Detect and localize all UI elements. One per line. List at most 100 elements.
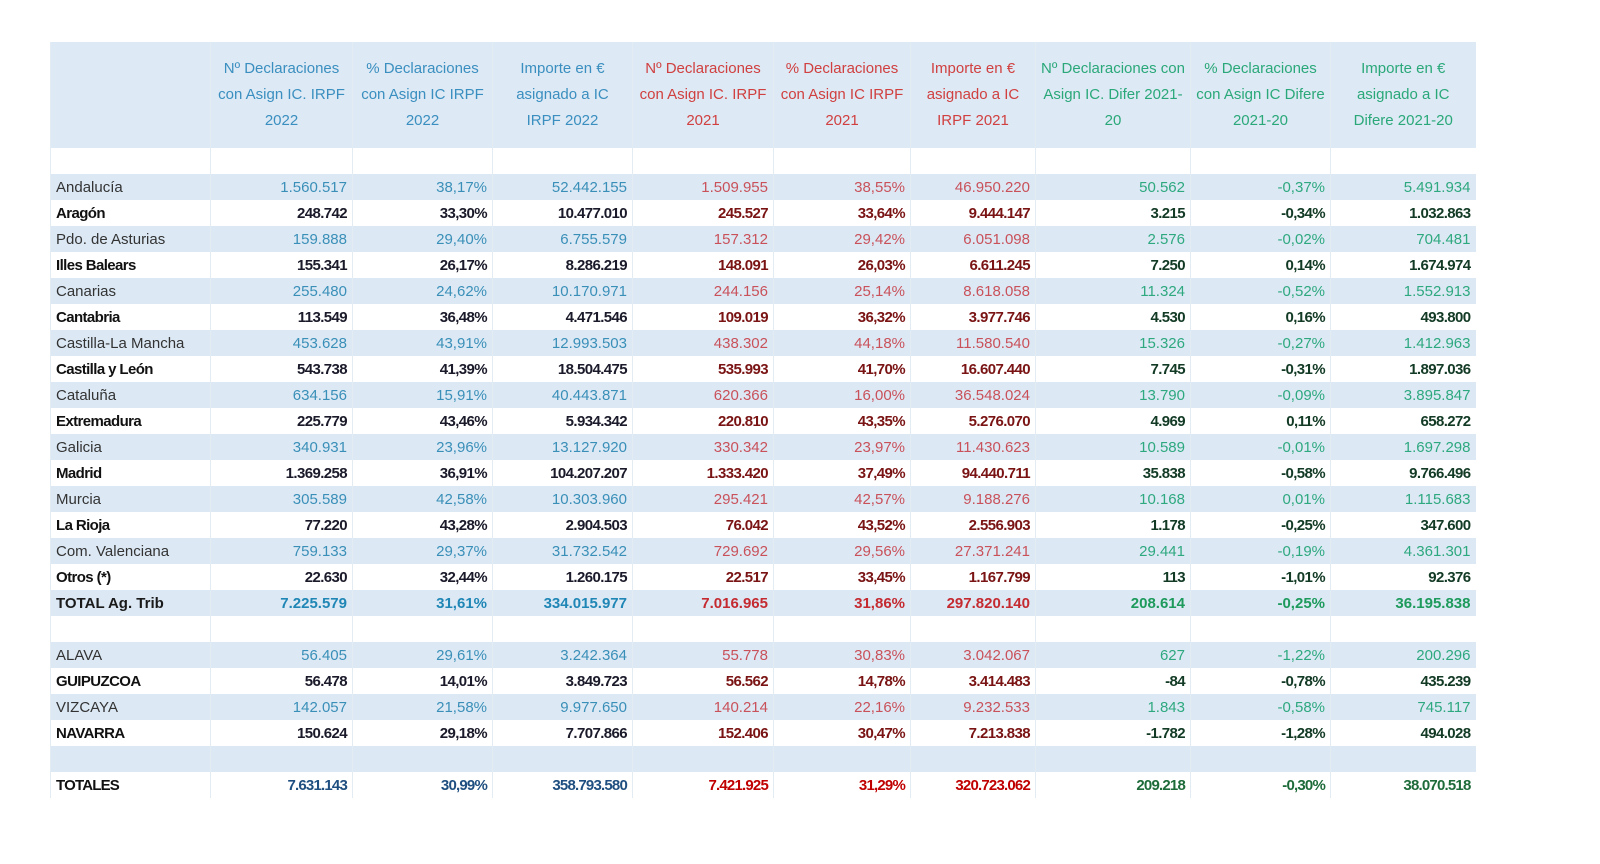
column-header: Nº Declaraciones con Asign IC. IRPF 2021 [632, 42, 774, 148]
table-cell: 200.296 [1330, 642, 1476, 668]
table-cell: 3.215 [1035, 200, 1191, 226]
table-cell: 5.491.934 [1330, 174, 1476, 200]
total-row: TOTAL Ag. Trib 7.225.579 31,61% 334.015.977… [50, 590, 1476, 616]
table-cell: 41,39% [352, 356, 493, 382]
table-cell: 330.342 [632, 434, 774, 460]
table-cell: 11.430.623 [910, 434, 1036, 460]
table-cell [773, 616, 911, 642]
table-cell: 438.302 [632, 330, 774, 356]
table-cell: 0,14% [1190, 252, 1331, 278]
table-cell: 493.800 [1330, 304, 1476, 330]
table-cell [492, 616, 633, 642]
table-cell: 26,17% [352, 252, 493, 278]
table-cell: 347.600 [1330, 512, 1476, 538]
table-cell: 244.156 [632, 278, 774, 304]
spacer-row [50, 616, 1476, 642]
table-cell: 142.057 [210, 694, 353, 720]
spacer-row [50, 746, 1476, 772]
table-cell: 295.421 [632, 486, 774, 512]
table-cell: 225.779 [210, 408, 353, 434]
table-row: Cataluña 634.156 15,91% 40.443.871 620.366 16… [50, 382, 1476, 408]
table-cell: 3.042.067 [910, 642, 1036, 668]
table-cell: 0,01% [1190, 486, 1331, 512]
table-row: Madrid 1.369.258 36,91% 104.207.207 1.333.42… [50, 460, 1476, 486]
table-cell: 36,32% [773, 304, 911, 330]
table-row: Extremadura 225.779 43,46% 5.934.342 220.810… [50, 408, 1476, 434]
table-cell: 334.015.977 [492, 590, 633, 616]
table-cell: 453.628 [210, 330, 353, 356]
table-cell: 4.530 [1035, 304, 1191, 330]
table-cell: 22,16% [773, 694, 911, 720]
table-row: Castilla-La Mancha 453.628 43,91% 12.993.50… [50, 330, 1476, 356]
table-cell [632, 616, 774, 642]
table-row: Illes Balears 155.341 26,17% 8.286.219 148.0… [50, 252, 1476, 278]
table-cell: 92.376 [1330, 564, 1476, 590]
table-cell: 220.810 [632, 408, 774, 434]
table-cell: 7.631.143 [210, 772, 353, 798]
table-cell: 157.312 [632, 226, 774, 252]
table-cell: 2.556.903 [910, 512, 1036, 538]
table-cell: 36,48% [352, 304, 493, 330]
table-cell: 3.849.723 [492, 668, 633, 694]
table-cell: 7.707.866 [492, 720, 633, 746]
row-label [50, 148, 211, 174]
table-cell [210, 616, 353, 642]
table-cell: -84 [1035, 668, 1191, 694]
table-cell [910, 746, 1036, 772]
table-cell: 8.286.219 [492, 252, 633, 278]
table-cell: 29,40% [352, 226, 493, 252]
table-row: Pdo. de Asturias 159.888 29,40% 6.755.579 15… [50, 226, 1476, 252]
table-cell: 1.552.913 [1330, 278, 1476, 304]
table-cell: -0,27% [1190, 330, 1331, 356]
table-cell: 297.820.140 [910, 590, 1036, 616]
column-header: % Declaraciones con Asign IC Difere 2021… [1190, 42, 1331, 148]
column-header: Nº Declaraciones con Asign IC. Difer 202… [1035, 42, 1191, 148]
column-header: Nº Declaraciones con Asign IC. IRPF 2022 [210, 42, 353, 148]
table-cell: 209.218 [1035, 772, 1191, 798]
table-cell [210, 746, 353, 772]
table-cell: 52.442.155 [492, 174, 633, 200]
table-cell: 31,86% [773, 590, 911, 616]
table-cell: 36.195.838 [1330, 590, 1476, 616]
table-cell: 1.167.799 [910, 564, 1036, 590]
table-cell: 24,62% [352, 278, 493, 304]
table-cell: 16,00% [773, 382, 911, 408]
table-cell: 30,83% [773, 642, 911, 668]
table-cell: 305.589 [210, 486, 353, 512]
table-cell [210, 148, 353, 174]
table-cell: -0,58% [1190, 460, 1331, 486]
table-row: Andalucía 1.560.517 38,17% 52.442.155 1.509.… [50, 174, 1476, 200]
table-cell: 113.549 [210, 304, 353, 330]
row-label: Otros (*) [50, 564, 211, 590]
spacer-row [50, 148, 1476, 174]
total-row: TOTALES 7.631.143 30,99% 358.793.580 7.421.9… [50, 772, 1476, 798]
table-cell [492, 148, 633, 174]
table-cell: 6.755.579 [492, 226, 633, 252]
table-cell: 56.405 [210, 642, 353, 668]
table-cell: 22.517 [632, 564, 774, 590]
table-cell: -0,01% [1190, 434, 1331, 460]
table-cell: 150.624 [210, 720, 353, 746]
table-cell: 535.993 [632, 356, 774, 382]
table-cell: 6.051.098 [910, 226, 1036, 252]
table-cell: 10.477.010 [492, 200, 633, 226]
column-header: Importe en € asignado a IC IRPF 2022 [492, 42, 633, 148]
table-cell [910, 616, 1036, 642]
row-label: TOTALES [50, 772, 211, 798]
table-cell: 11.580.540 [910, 330, 1036, 356]
table-cell: 759.133 [210, 538, 353, 564]
table-cell: 245.527 [632, 200, 774, 226]
table-cell [1190, 616, 1331, 642]
table-cell [910, 148, 1036, 174]
table-row: Aragón 248.742 33,30% 10.477.010 245.527 33,6… [50, 200, 1476, 226]
table-cell: 30,99% [352, 772, 493, 798]
table-cell: 36,91% [352, 460, 493, 486]
table-cell: 9.977.650 [492, 694, 633, 720]
table-cell: 13.790 [1035, 382, 1191, 408]
table-cell: 634.156 [210, 382, 353, 408]
table-cell: 2.904.503 [492, 512, 633, 538]
table-cell: 9.444.147 [910, 200, 1036, 226]
table-cell: 23,97% [773, 434, 911, 460]
table-body: Andalucía 1.560.517 38,17% 52.442.155 1.509.… [50, 148, 1476, 798]
row-label: Pdo. de Asturias [50, 226, 211, 252]
